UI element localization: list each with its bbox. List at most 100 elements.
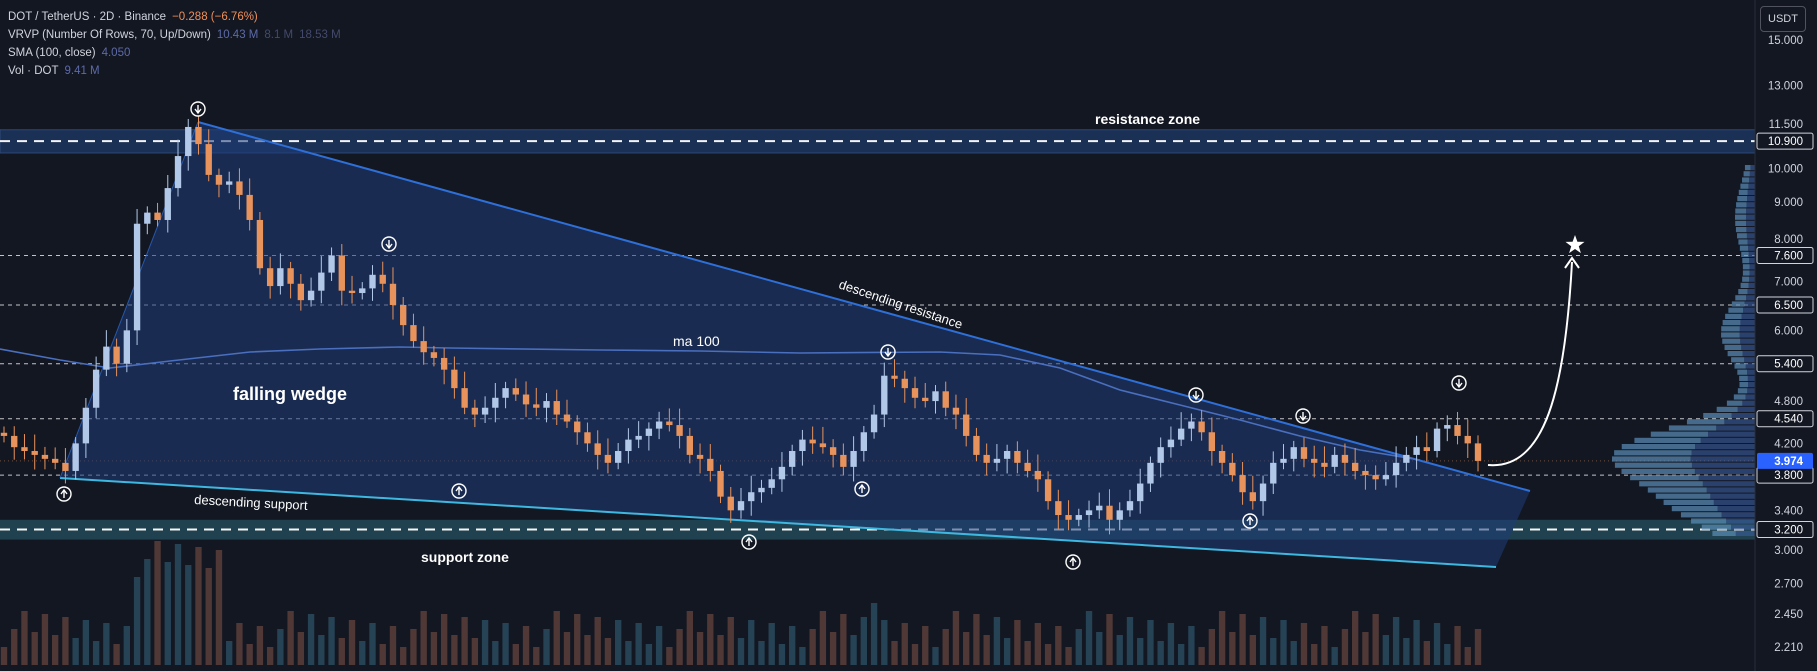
vrvp-bar-up xyxy=(1727,351,1743,357)
vrvp-bar-down xyxy=(1742,351,1755,357)
candle-body xyxy=(297,283,305,301)
vrvp-bar-up xyxy=(1703,413,1732,419)
candle-body xyxy=(1351,462,1359,471)
candle-body xyxy=(1198,421,1205,433)
vrvp-bar-up xyxy=(1647,487,1707,493)
candle-body xyxy=(574,421,581,433)
volume-bar xyxy=(1300,623,1308,665)
candle-body xyxy=(829,447,837,455)
candle-body xyxy=(1474,443,1482,461)
vrvp-bar-down xyxy=(1706,487,1755,493)
vrvp-bar-up xyxy=(1735,295,1747,301)
sma-line xyxy=(0,346,1421,461)
volume-bar xyxy=(400,647,407,665)
volume-bar xyxy=(1126,617,1134,665)
candle-body xyxy=(1014,451,1021,463)
legend-sma-row[interactable]: SMA (100, close) 4.050 xyxy=(8,44,341,62)
volume-bar xyxy=(1003,638,1011,665)
arrow-down-icon xyxy=(1451,375,1467,391)
candle-body xyxy=(1331,454,1338,467)
arrow-down-icon xyxy=(1188,387,1204,403)
candle-body xyxy=(52,458,59,463)
vrvp-bar-up xyxy=(1612,456,1691,462)
legend-symbol-row[interactable]: DOT / TetherUS · 2D · Binance −0.288 (−6.… xyxy=(8,8,341,26)
currency-button[interactable]: USDT xyxy=(1760,6,1806,32)
candle-body xyxy=(1311,458,1318,463)
volume-bar xyxy=(52,635,59,665)
candle-body xyxy=(492,397,499,408)
candle-body xyxy=(1106,505,1113,520)
descending-support-label: descending support xyxy=(194,492,308,513)
vrvp-bar-down xyxy=(1747,196,1755,202)
candle-body xyxy=(1044,479,1052,502)
volume-bar xyxy=(942,629,949,665)
volume-bar xyxy=(359,641,366,665)
candle-body xyxy=(379,274,386,284)
vrvp-bar-down xyxy=(1744,357,1755,363)
price-change: −0.288 (−6.76%) xyxy=(172,11,258,23)
candle-body xyxy=(1003,451,1011,459)
vrvp-bar-down xyxy=(1743,307,1755,313)
volume-bar xyxy=(635,623,642,665)
volume-bar xyxy=(287,611,294,665)
vrvp-bar-down xyxy=(1690,456,1755,462)
candle-body xyxy=(942,391,949,408)
volume-bar xyxy=(1167,623,1175,665)
vrvp-bar-up xyxy=(1740,183,1749,189)
support-zone-label: support zone xyxy=(421,549,509,565)
candle-body xyxy=(952,407,960,415)
candle-body xyxy=(1075,515,1082,520)
vrvp-bar-down xyxy=(1740,338,1755,344)
vrvp-bar-up xyxy=(1668,425,1717,431)
volume-bar xyxy=(1270,638,1277,665)
candle-body xyxy=(533,404,540,408)
volume-bar xyxy=(1403,638,1410,665)
price-level-tag xyxy=(1756,521,1814,539)
candle-body xyxy=(144,212,151,224)
candle-body xyxy=(31,451,38,455)
volume-bar xyxy=(318,635,325,665)
sma-100-line xyxy=(0,346,1421,461)
volume-bar xyxy=(133,577,141,665)
vrvp-bar-down xyxy=(1724,419,1755,425)
candle-body xyxy=(113,346,120,364)
volume-bar xyxy=(553,611,560,665)
volume-bar xyxy=(1413,620,1420,665)
vrvp-bar-up xyxy=(1614,462,1692,468)
arrow-down-icon xyxy=(190,101,206,117)
volume-bar xyxy=(840,614,847,665)
vrvp-bar-up xyxy=(1671,506,1718,512)
candle-body xyxy=(1403,454,1410,463)
y-tick-label: 6.000 xyxy=(1774,325,1803,337)
sma-label: SMA (100, close) xyxy=(8,47,96,59)
candle-body xyxy=(768,479,775,488)
price-level-label: 7.600 xyxy=(1774,250,1803,262)
volume-bar xyxy=(72,638,79,665)
candle-body xyxy=(0,432,8,436)
candle-body xyxy=(154,212,161,220)
vrvp-bar-down xyxy=(1745,394,1755,400)
vrvp-bar-up xyxy=(1737,369,1748,375)
candle-body xyxy=(1055,501,1062,516)
candle-body xyxy=(215,174,223,185)
target-star-icon xyxy=(1565,235,1585,254)
candle-body xyxy=(1208,432,1216,452)
volume-bar xyxy=(666,647,673,665)
vrvp-bar-up xyxy=(1736,202,1747,208)
candle-body xyxy=(389,283,397,305)
volume-bar xyxy=(1106,614,1113,665)
candle-body xyxy=(594,443,601,455)
volume-bar xyxy=(983,635,990,665)
volume-bar xyxy=(297,632,305,665)
vrvp-bar-down xyxy=(1731,413,1755,419)
y-tick-label: 8.000 xyxy=(1774,234,1803,246)
legend-vrvp-row[interactable]: VRVP (Number Of Rows, 70, Up/Down) 10.43 … xyxy=(8,26,341,44)
arrow-up-icon xyxy=(56,486,72,502)
candle-body xyxy=(748,492,755,502)
candle-body xyxy=(553,401,560,415)
candle-body xyxy=(778,466,786,480)
current-price-tag xyxy=(1757,452,1813,469)
candle-body xyxy=(41,454,49,459)
legend-volume-row[interactable]: Vol · DOT 9.41 M xyxy=(8,62,341,80)
